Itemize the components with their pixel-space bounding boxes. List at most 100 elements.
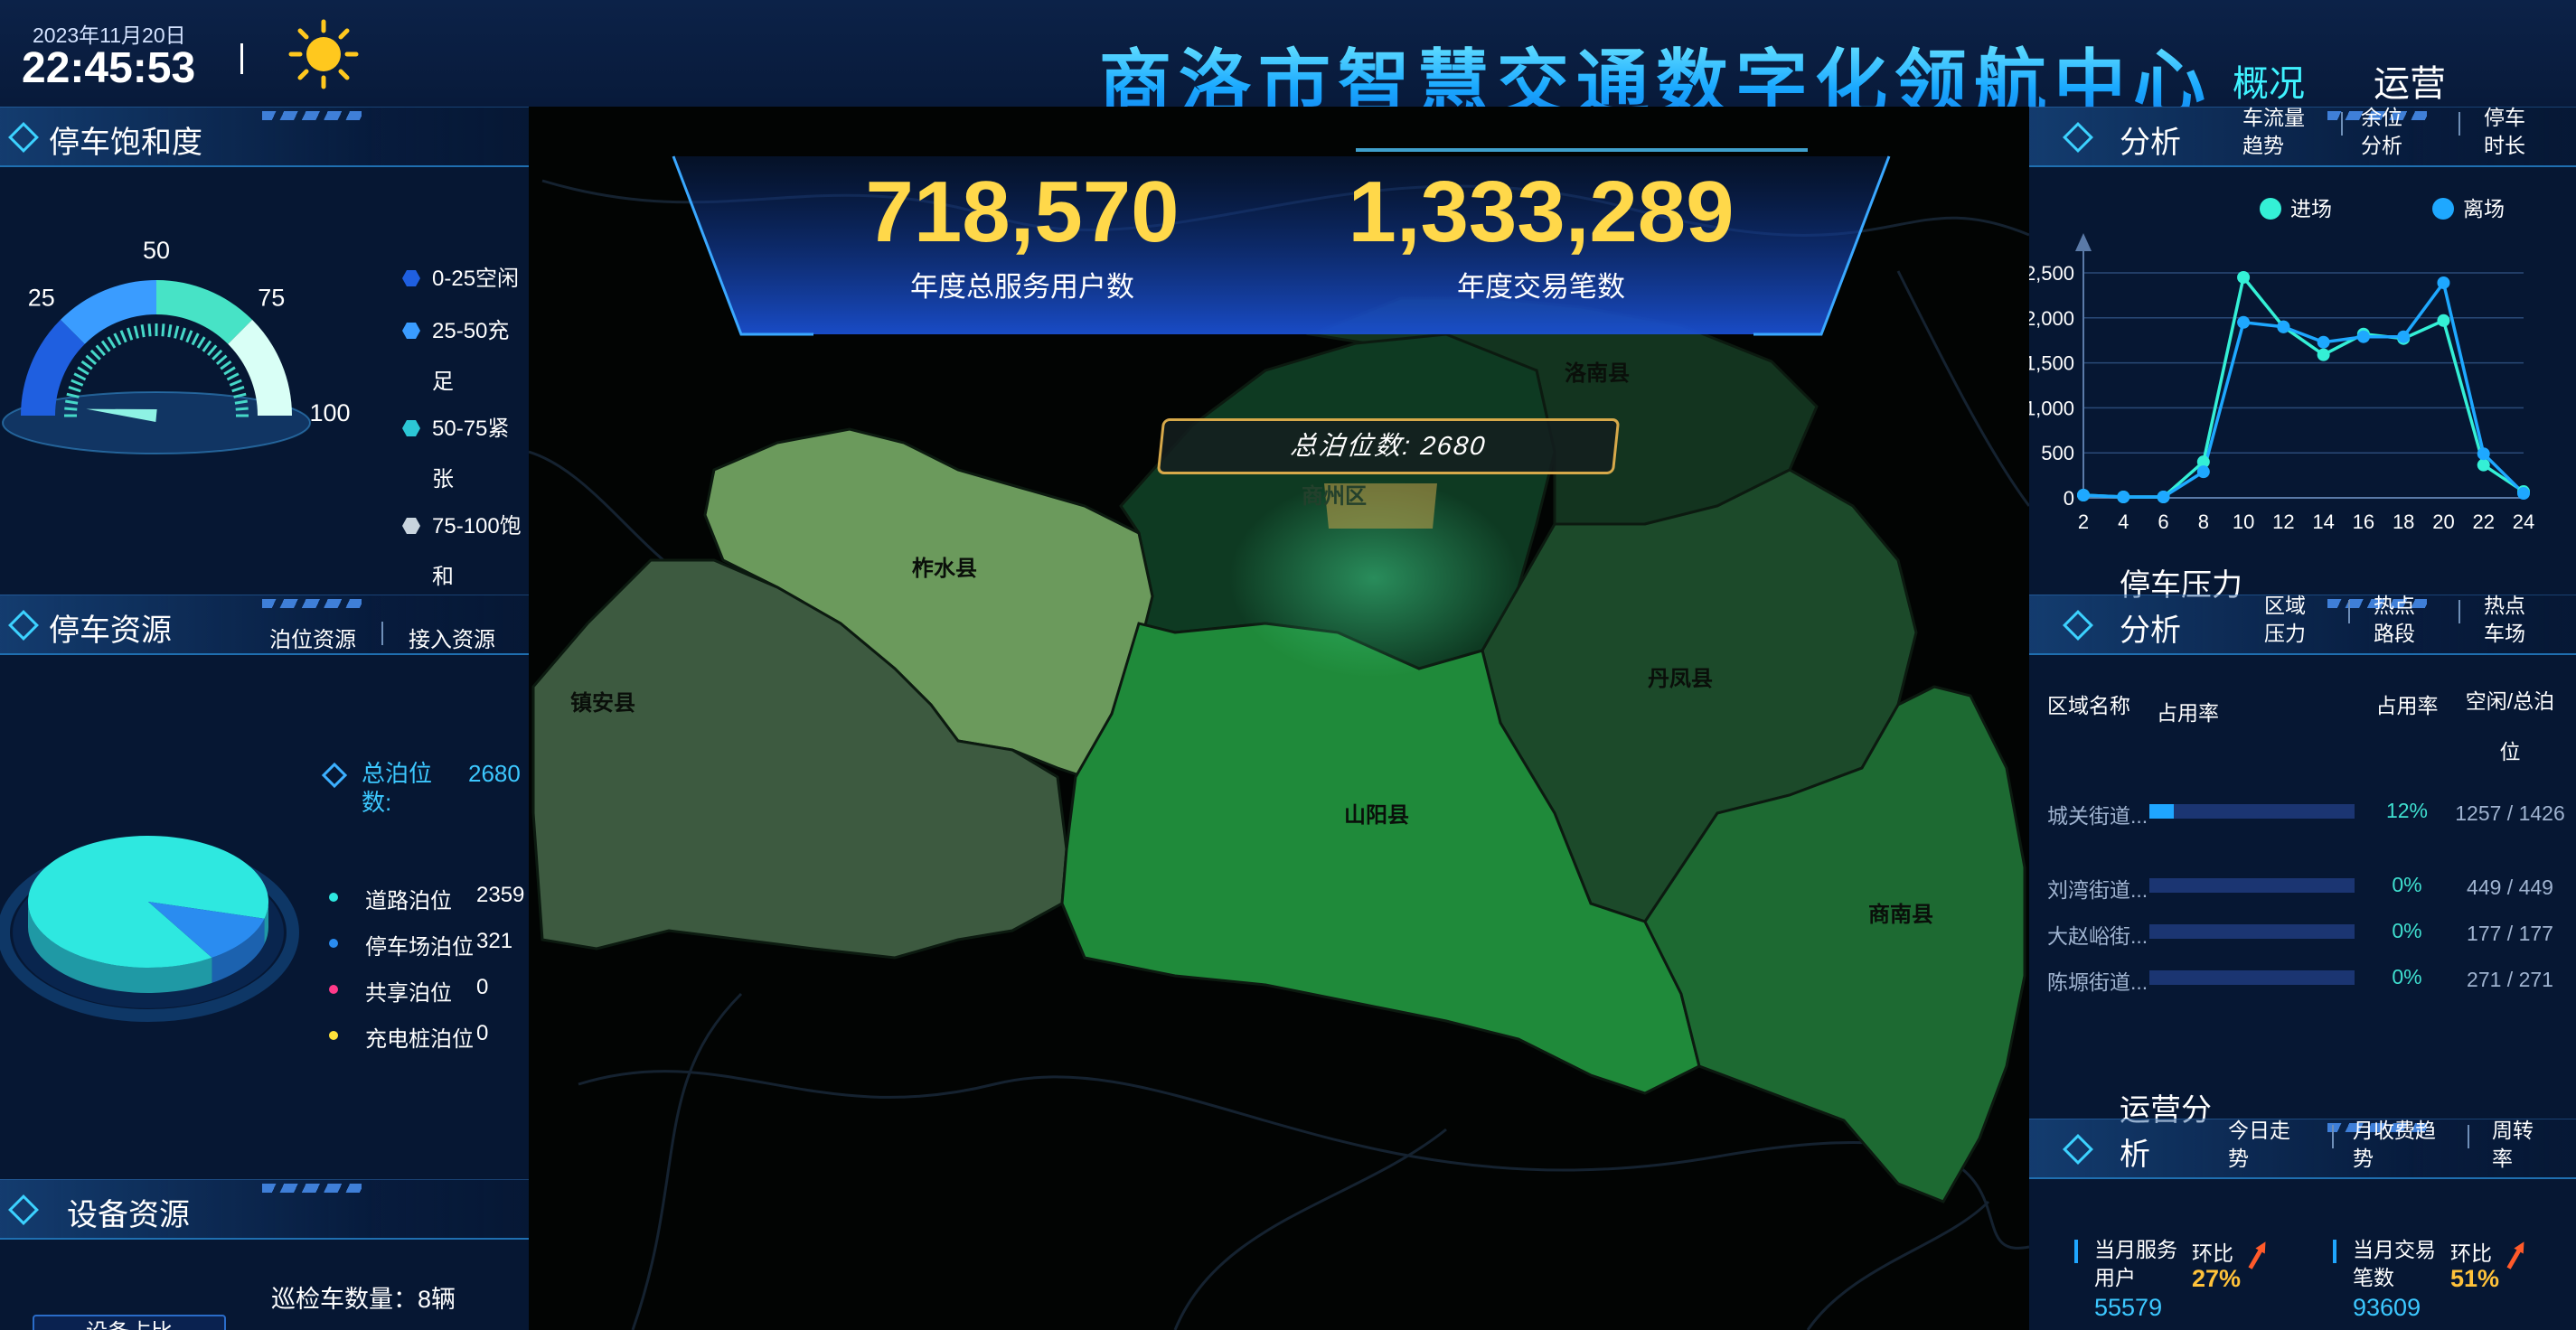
series-point [2317, 335, 2330, 349]
series-line [2082, 278, 2525, 499]
gauge-minor-tick [65, 399, 79, 405]
tab-separator [2348, 600, 2350, 623]
legend-marker [2432, 198, 2454, 220]
gauge-band [228, 319, 292, 416]
gauge-minor-tick [235, 407, 249, 411]
rate: 0% [2392, 873, 2422, 896]
nav-tab[interactable]: 运营 [2374, 64, 2446, 104]
gauge-minor-tick [161, 323, 165, 337]
legend-item: 充电桩泊位 [365, 1027, 474, 1052]
tab[interactable]: 今日走势 [2228, 1119, 2290, 1170]
gauge-minor-tick [212, 349, 223, 361]
x-tick-label: 6 [2158, 510, 2168, 533]
gauge-minor-tick [231, 386, 245, 393]
legend-item: 50-75紧张 [432, 417, 510, 492]
tab[interactable]: 区域压力 [2264, 594, 2306, 645]
gauge-tick-label: 50 [143, 237, 170, 264]
series-point [2356, 330, 2370, 343]
kpi-change: 51% [2450, 1265, 2500, 1292]
row-name: 刘湾街道... [2047, 878, 2148, 902]
legend-item: 停车场泊位 [365, 935, 474, 960]
tab[interactable]: 热点路段 [2374, 594, 2415, 645]
kpi-marker [2333, 1240, 2336, 1263]
tab[interactable]: 月收费趋势 [2353, 1119, 2436, 1170]
banner-edge [672, 155, 813, 336]
x-tick-label: 14 [2312, 510, 2334, 533]
y-tick-label: 2,000 [2029, 307, 2074, 330]
gauge-minor-tick [64, 407, 78, 411]
kpi-change: 27% [2192, 1265, 2242, 1292]
gauge-minor-tick [174, 325, 180, 339]
slots: 177 / 177 [2467, 922, 2553, 945]
tab[interactable]: 余位分析 [2361, 106, 2402, 157]
tab[interactable]: 热点车场 [2484, 594, 2525, 645]
series-point [2157, 491, 2170, 504]
pie-chart [0, 836, 299, 1022]
panel-header [2029, 595, 2576, 655]
gauge-needle [86, 408, 157, 422]
gauge-minor-tick [185, 330, 193, 343]
gauge-minor-tick [80, 360, 93, 370]
x-tick-label: 20 [2432, 510, 2454, 533]
tab[interactable]: 接入资源 [409, 628, 495, 652]
x-tick-label: 24 [2513, 510, 2534, 533]
gauge-minor-tick [119, 330, 127, 343]
stat-label: 年度总服务用户数 [910, 271, 1134, 303]
x-tick-label: 8 [2198, 510, 2209, 533]
region-label: 山阳县 [1344, 803, 1409, 828]
gauge-minor-tick [85, 354, 98, 365]
button[interactable]: 设备占比 [33, 1315, 226, 1330]
gauge-minor-tick [223, 366, 236, 376]
legend-item: 0-25空闲 [432, 267, 520, 291]
row-name: 大赵峪街... [2047, 924, 2148, 948]
gauge-minor-tick [140, 324, 146, 338]
kpi-value: 55579 [2094, 1294, 2163, 1321]
bar-track [2149, 878, 2355, 893]
gauge-minor-tick [179, 327, 186, 341]
kpi-compare: 环比 [2450, 1241, 2492, 1265]
column-header: 区域名称 [2047, 694, 2130, 717]
y-tick-label: 500 [2041, 442, 2074, 464]
legend-dot [329, 1031, 338, 1040]
legend-marker [402, 323, 420, 339]
series-point [2517, 487, 2530, 501]
legend-marker [402, 518, 420, 534]
tab-separator [2332, 1125, 2334, 1148]
map: 洛南县 商州区 柞水县 镇安县 山阳县 丹凤县 商南县 [529, 107, 2029, 1330]
series-point [2196, 465, 2210, 479]
gauge-minor-tick [77, 366, 89, 376]
bar-track [2149, 970, 2355, 985]
series-point [2277, 320, 2290, 333]
gauge-minor-tick [113, 332, 122, 346]
rate: 0% [2392, 919, 2422, 942]
nav-tab[interactable]: 概况 [2233, 64, 2305, 104]
column-header: 空闲/总泊位 [2465, 689, 2555, 763]
kpi-marker [2074, 1240, 2078, 1263]
slots: 1257 / 1426 [2455, 801, 2565, 825]
gauge-minor-tick [147, 323, 152, 337]
x-tick-label: 10 [2233, 510, 2254, 533]
panel-title: 停车资源 [49, 613, 172, 648]
gauge-minor-tick [127, 327, 134, 341]
separator [240, 43, 243, 74]
panel-header [2029, 107, 2576, 167]
pie-slice [148, 902, 265, 958]
legend-marker [402, 270, 420, 286]
gauge-minor-tick [133, 325, 139, 339]
series-point [2237, 315, 2251, 329]
gauge-minor-tick [100, 340, 111, 352]
gauge-band [60, 280, 156, 344]
series-point [2237, 270, 2251, 284]
tab[interactable]: 车流量趋势 [2242, 106, 2305, 157]
gauge-minor-tick [89, 349, 101, 361]
date: 2023年11月20日 [33, 23, 186, 47]
gauge-minor-tick [191, 332, 200, 346]
region-label: 商南县 [1868, 902, 1933, 927]
gauge-tick-label: 75 [258, 285, 285, 312]
legend-dot [329, 939, 338, 948]
tab[interactable]: 周转率 [2492, 1119, 2534, 1170]
tab[interactable]: 停车时长 [2484, 106, 2525, 157]
gauge-minor-tick [226, 372, 240, 381]
tab[interactable]: 泊位资源 [269, 628, 356, 652]
legend-label: 离场 [2463, 197, 2505, 220]
